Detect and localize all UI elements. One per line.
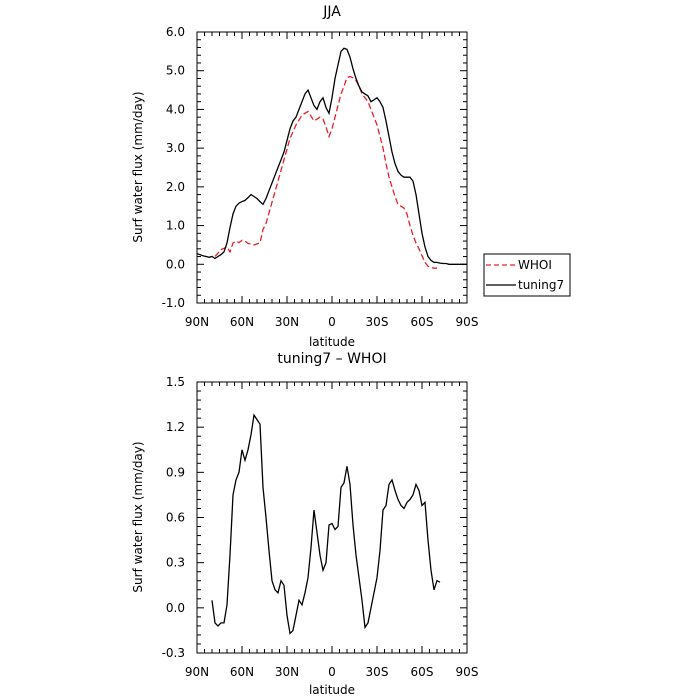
legend: WHOI tuning7 [483,253,571,297]
top-chart-panel: JJA 90N 60N 30N 0 30S 60S 90S -1.0 0.0 1.0 2.0 3.0 4… [131,4,478,349]
y-tick-label: 0.6 [166,511,185,525]
x-tick-label: 90S [456,315,479,329]
y-axis-label: Surf water flux (mm/day) [131,91,145,242]
x-tick-label: 30S [366,315,389,329]
y-tick-label: 1.5 [166,375,185,389]
plot-frame [196,31,468,304]
x-axis-label: latitude [309,683,355,697]
legend-frame [483,253,571,297]
x-tick-label: 0 [328,665,336,679]
y-tick-label: 1.2 [166,420,185,434]
x-axis-label: latitude [309,335,355,349]
x-tick-label: 30N [275,315,299,329]
y-tick-label: 5.0 [166,64,185,78]
x-tick-label: 90N [185,665,209,679]
y-tick-label: 0.0 [166,601,185,615]
x-tick-label: 60N [230,665,254,679]
y-tick-label: -0.3 [162,646,185,660]
x-tick-label: 0 [328,315,336,329]
legend-label-tuning7: tuning7 [518,278,564,292]
x-tick-label: 60S [411,315,434,329]
x-tick-label: 60N [230,315,254,329]
y-tick-label: 0.0 [166,257,185,271]
x-tick-label: 90N [185,315,209,329]
x-tick-label: 90S [456,665,479,679]
y-tick-label: 6.0 [166,25,185,39]
y-tick-label: 0.3 [166,556,185,570]
y-axis-label: Surf water flux (mm/day) [131,441,145,592]
legend-label-whoi: WHOI [518,258,552,272]
y-tick-label: -1.0 [162,296,185,310]
y-tick-label: 2.0 [166,180,185,194]
y-tick-label: 3.0 [166,141,185,155]
y-tick-label: 4.0 [166,102,185,116]
x-tick-label: 60S [411,665,434,679]
x-tick-label: 30S [366,665,389,679]
x-tick-label: 30N [275,665,299,679]
chart-title: JJA [322,4,341,20]
bottom-chart-panel: tuning7 – WHOI 90N 60N 30N 0 30S 60S 90S -0.3 0.… [131,351,478,697]
difference-chart-title: tuning7 – WHOI [277,351,386,367]
series-line-tuning7 [196,47,467,265]
difference-series-line [211,413,441,635]
series-line-whoi [214,75,437,269]
y-tick-label: 0.9 [166,465,185,479]
y-tick-label: 1.0 [166,219,185,233]
